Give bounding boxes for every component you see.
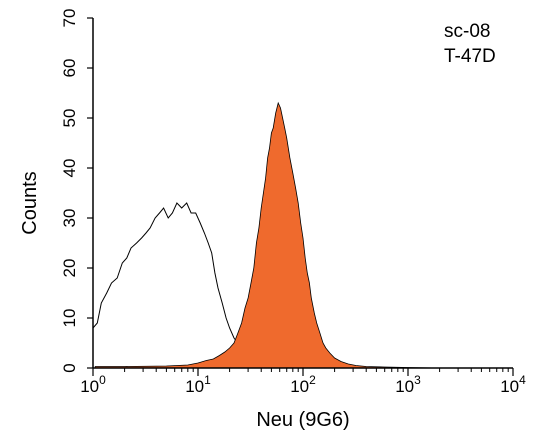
y-tick-label: 10 bbox=[60, 309, 79, 328]
x-tick-label: 104 bbox=[500, 373, 526, 396]
y-tick-label: 40 bbox=[60, 159, 79, 178]
y-tick-labels: 0 10 20 30 40 50 60 70 bbox=[60, 9, 79, 373]
plot-area bbox=[92, 101, 440, 369]
annotation-cell-line: T-47D bbox=[444, 46, 496, 67]
y-tick-label: 20 bbox=[60, 259, 79, 278]
axes bbox=[87, 17, 514, 376]
x-tick-label: 103 bbox=[395, 373, 421, 396]
x-axis-label: Neu (9G6) bbox=[256, 409, 349, 431]
x-tick-label: 102 bbox=[290, 373, 316, 396]
y-tick-label: 50 bbox=[60, 109, 79, 128]
y-axis-label: Counts bbox=[19, 171, 41, 234]
y-tick-label: 70 bbox=[60, 9, 79, 28]
annotation-sample-id: sc-08 bbox=[444, 21, 490, 42]
series-filled-histogram bbox=[94, 101, 440, 369]
x-tick-label: 101 bbox=[185, 373, 211, 396]
y-tick-label: 30 bbox=[60, 209, 79, 228]
x-tick-labels: 100 101 102 103 104 bbox=[80, 373, 526, 396]
x-tick-label: 100 bbox=[80, 373, 106, 396]
y-tick-label: 60 bbox=[60, 59, 79, 78]
y-tick-label: 0 bbox=[60, 363, 79, 372]
